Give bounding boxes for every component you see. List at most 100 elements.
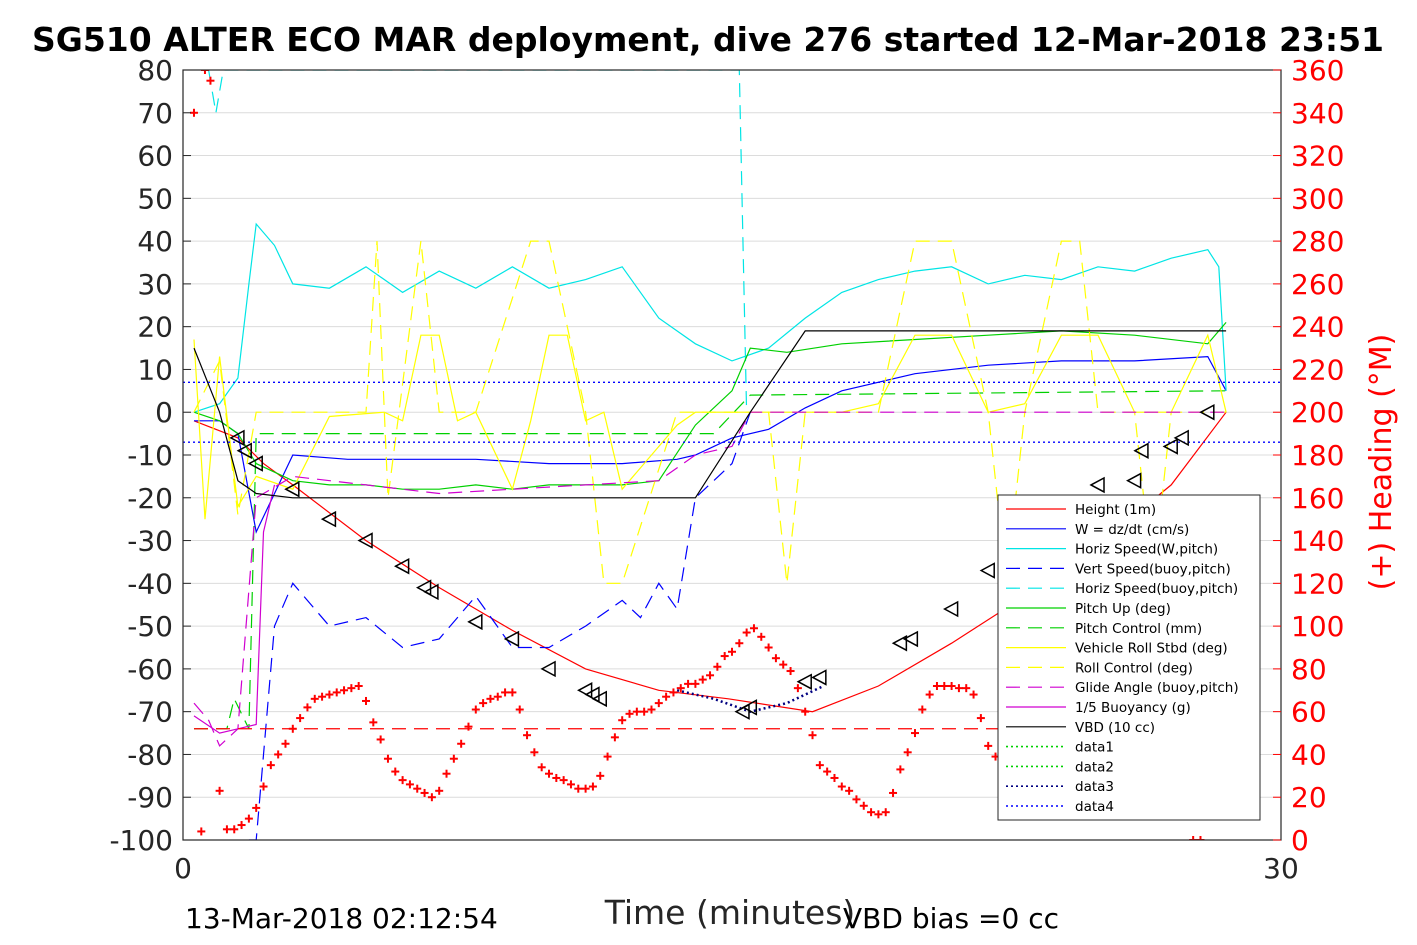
y-right-tick-label: 160: [1291, 482, 1344, 515]
series-line-vehicle-roll-stbd-deg-: [193, 333, 1227, 520]
y-right-tick-label: 100: [1291, 610, 1344, 643]
x-axis-label: Time (minutes): [604, 893, 856, 932]
y-tick-label: -40: [127, 567, 173, 600]
triangle-marker: [320, 510, 337, 528]
triangle-marker: [1133, 442, 1149, 459]
heading-point: [925, 690, 934, 699]
y-tick-label: 70: [137, 97, 173, 130]
triangle-marker: [902, 630, 919, 648]
triangle-marker: [1089, 476, 1105, 494]
heading-point: [222, 825, 231, 834]
x-tick-label: 30: [1263, 852, 1299, 885]
heading-point: [508, 688, 517, 697]
heading-point: [318, 692, 327, 701]
heading-point: [566, 780, 575, 789]
y-tick-label: -50: [127, 610, 173, 643]
heading-point: [252, 803, 261, 812]
triangle-marker: [540, 660, 556, 678]
heading-point: [1189, 836, 1198, 840]
heading-point: [391, 767, 400, 776]
heading-point: [793, 684, 802, 693]
triangle-marker: [229, 429, 245, 447]
heading-point: [706, 671, 715, 680]
y-right-tick-label: 140: [1291, 525, 1344, 558]
heading-point: [771, 654, 780, 663]
series-line-glide-angle-buoy-pitch-: [193, 411, 1227, 747]
y-tick-label: -30: [127, 525, 173, 558]
heading-point: [889, 788, 898, 797]
heading-point: [867, 808, 876, 817]
series-line-vert-speed-buoy-pitch-: [248, 411, 751, 840]
heading-point: [735, 639, 744, 648]
heading-point: [310, 694, 319, 703]
legend: Height (1m) W = dz/dt (cm/s) Horiz Speed(W…: [997, 494, 1261, 821]
heading-point: [288, 724, 297, 733]
y-right-tick-label: 280: [1291, 225, 1344, 258]
triangle-marker: [247, 455, 263, 472]
legend-entry: data4: [1075, 799, 1114, 815]
heading-point: [427, 793, 436, 802]
heading-point: [303, 703, 312, 712]
y-right-tick-label: 20: [1291, 781, 1327, 814]
heading-point: [669, 688, 678, 697]
heading-point: [369, 718, 378, 727]
heading-point: [457, 739, 466, 748]
heading-point: [874, 810, 883, 819]
heading-point: [545, 769, 553, 778]
heading-point: [230, 825, 239, 834]
legend-entry: Pitch Up (deg): [1075, 601, 1171, 617]
heading-point: [515, 705, 524, 714]
y-tick-label: 30: [137, 268, 173, 301]
heading-point: [954, 684, 963, 693]
triangle-marker: [357, 532, 373, 549]
legend-entry: Roll Control (deg): [1075, 660, 1193, 676]
heading-point: [742, 628, 751, 637]
heading-point: [720, 652, 729, 661]
y-right-tick-label: 40: [1291, 738, 1327, 771]
heading-point: [596, 771, 605, 780]
triangle-marker: [236, 442, 252, 459]
heading-point: [837, 782, 846, 791]
heading-point: [940, 682, 949, 690]
series-line-vbd-10-cc-: [193, 330, 1227, 499]
heading-point: [625, 709, 634, 718]
heading-point: [574, 784, 583, 793]
heading-point: [281, 739, 290, 748]
heading-point: [493, 692, 502, 701]
heading-point: [618, 716, 627, 725]
heading-point: [523, 731, 532, 740]
y-tick-label: -60: [127, 653, 173, 686]
heading-point: [559, 776, 568, 785]
heading-point: [969, 690, 978, 699]
heading-point: [471, 705, 480, 714]
heading-point: [749, 624, 758, 633]
heading-point: [903, 748, 912, 757]
heading-point: [464, 722, 473, 731]
heading-point: [984, 741, 993, 750]
series-line-pitch-control-mm-: [194, 390, 1227, 730]
heading-point: [347, 684, 356, 693]
heading-point: [859, 801, 868, 810]
y-right-tick-label: 300: [1291, 182, 1344, 215]
y-right-tick-label: 340: [1291, 97, 1344, 130]
heading-point: [552, 773, 561, 782]
heading-point: [200, 70, 209, 74]
triangle-marker: [1162, 438, 1178, 455]
series-line-w-dz-dt-cm-s-: [194, 355, 1227, 534]
y-right-tick-label: 60: [1291, 696, 1327, 729]
heading-point: [189, 108, 198, 117]
heading-point: [376, 735, 385, 744]
heading-point: [852, 795, 861, 804]
y-right-tick-label: 240: [1291, 311, 1344, 344]
triangle-marker: [591, 690, 607, 708]
heading-point: [676, 684, 685, 693]
heading-point: [413, 784, 422, 793]
legend-entry: VBD (10 cc): [1075, 720, 1155, 736]
y-right-tick-label: 320: [1291, 140, 1344, 173]
heading-point: [435, 786, 444, 795]
heading-point: [383, 754, 392, 763]
legend-entry: Vehicle Roll Stbd (deg): [1075, 641, 1228, 657]
y-tick-label: 0: [155, 396, 173, 429]
y-tick-label: 10: [137, 353, 173, 386]
